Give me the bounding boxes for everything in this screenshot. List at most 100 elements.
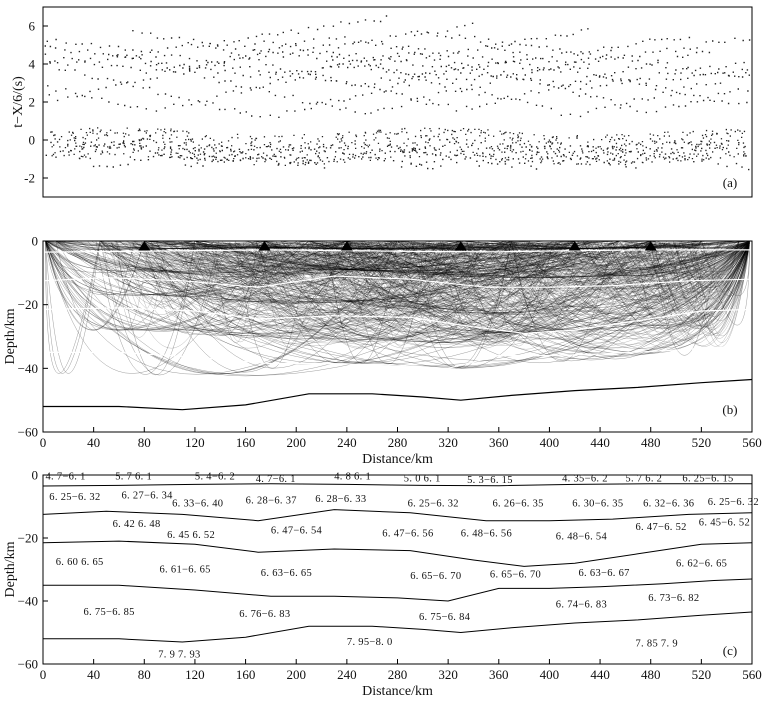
velocity-label: 6. 45 6. 52 [167, 530, 215, 541]
velocity-label: 4. 35−6. 2 [562, 473, 608, 484]
xtick-label: 440 [590, 667, 610, 682]
shot-point [644, 241, 657, 251]
xtick-label: 440 [590, 435, 610, 450]
velocity-label: 6. 65−6. 70 [490, 569, 541, 580]
velocity-label: 7. 85 7. 9 [636, 639, 678, 650]
model-interface [42, 509, 753, 522]
shot-point [340, 241, 353, 251]
panel-b-label: (b) [722, 402, 737, 417]
shot-point [138, 241, 151, 251]
xtick-label: 520 [692, 435, 712, 450]
velocity-label: 4. 7−6. 1 [46, 472, 86, 483]
velocity-label: 6. 63−6. 65 [261, 568, 312, 579]
velocity-label: 4. 7−6. 1 [256, 474, 296, 485]
ytick-label: −20 [18, 531, 38, 546]
velocity-label: 5. 7 6. 1 [115, 472, 152, 483]
ytick-label: −40 [18, 361, 38, 376]
velocity-label: 6. 75−6. 84 [419, 612, 471, 623]
xtick-label: 280 [388, 435, 408, 450]
xtick-label: 360 [489, 435, 509, 450]
velocity-label: 6. 47−6. 52 [636, 522, 687, 533]
model-interface [43, 611, 753, 643]
panel-b: 0 40 80 120 160 200 240 280 320 360 400 440 480 520 56… [3, 234, 762, 468]
xtick-label: 160 [236, 667, 256, 682]
ytick-label: 2 [29, 95, 36, 110]
panel-c-ylabel: Depth/km [3, 541, 18, 597]
xtick-label: 80 [138, 667, 151, 682]
velocity-label: 7. 95−8. 0 [347, 637, 393, 648]
velocity-label: 6. 26−6. 35 [493, 499, 544, 510]
panel-a-ylabel: t−X/6/(s) [11, 76, 26, 128]
panel-a-label: (a) [723, 175, 737, 190]
velocity-label: 6. 25−6. 32 [408, 499, 459, 510]
velocity-label: 6. 25−6. 32 [49, 492, 100, 503]
xtick-label: 0 [40, 667, 47, 682]
velocity-label: 6. 47−6. 56 [382, 528, 433, 539]
ytick-label: 0 [32, 468, 39, 483]
ytick-label: −40 [18, 594, 38, 609]
velocity-label: 6. 74−6. 83 [556, 599, 607, 610]
velocity-label: 6. 75−6. 85 [84, 607, 135, 618]
xtick-label: 320 [438, 435, 458, 450]
velocity-label: 6. 60 6. 65 [56, 557, 104, 568]
panel-c-label: (c) [723, 643, 737, 658]
ytick-label: −60 [18, 657, 38, 672]
pick-marks [44, 15, 751, 171]
velocity-label: 6. 73−6. 82 [648, 593, 699, 604]
panel-b-ticks: 0 40 80 120 160 200 240 280 320 360 400 440 480 520 56… [18, 234, 762, 451]
xtick-label: 200 [286, 667, 306, 682]
velocity-label: 6. 33−6. 40 [172, 499, 223, 510]
ytick-label: 6 [29, 19, 36, 34]
xtick-label: 360 [489, 667, 509, 682]
velocity-label: 6. 48−6. 54 [556, 532, 608, 543]
model-interface [42, 483, 752, 487]
panel-a: -2 0 2 4 6 t−X/6/(s) (a) [11, 6, 753, 198]
xtick-label: 480 [641, 667, 661, 682]
panel-b-rays [42, 240, 753, 411]
xtick-label: 120 [185, 435, 205, 450]
panel-a-yticks: -2 0 2 4 6 [24, 19, 48, 186]
model-interface [42, 540, 753, 567]
xtick-label: 480 [641, 435, 661, 450]
ray-interface [42, 275, 753, 288]
velocity-label: 6. 27−6. 34 [122, 491, 174, 502]
velocity-label: 4. 8 6. 1 [334, 472, 371, 483]
velocity-label: 5. 3−6. 15 [467, 475, 513, 486]
ytick-label: −60 [18, 425, 38, 440]
velocity-label: 6. 32−6. 36 [643, 499, 694, 510]
ytick-label: −20 [18, 297, 38, 312]
panel-b-ylabel: Depth/km [3, 308, 18, 364]
panel-c-ticks: 0 40 80 120 160 200 240 280 320 360 400 440 480 520 56… [18, 468, 762, 683]
xtick-label: 240 [337, 435, 357, 450]
velocity-label: 6. 45−6. 52 [699, 517, 750, 528]
panel-a-frame [42, 6, 753, 198]
xtick-label: 560 [742, 667, 762, 682]
ytick-label: -2 [24, 171, 35, 186]
shot-point [568, 241, 581, 251]
xtick-label: 200 [286, 435, 306, 450]
velocity-label: 7. 9 7. 93 [158, 650, 200, 661]
xtick-label: 400 [540, 435, 560, 450]
panel-c-interfaces [42, 483, 753, 643]
ray-interface [42, 249, 752, 253]
ray-interface [43, 378, 753, 411]
velocity-label: 6. 61−6. 65 [160, 565, 211, 576]
velocity-label: 6. 28−6. 37 [246, 495, 297, 506]
velocity-label: 6. 25−6. 15 [682, 473, 733, 484]
velocity-label: 6. 28−6. 33 [315, 494, 366, 505]
ytick-label: 0 [29, 133, 36, 148]
xtick-label: 320 [438, 667, 458, 682]
xtick-label: 120 [185, 667, 205, 682]
ray-interface [43, 345, 753, 369]
velocity-label: 6. 48−6. 56 [461, 528, 512, 539]
velocity-label: 6. 76−6. 83 [239, 609, 290, 620]
shot-point [258, 241, 271, 251]
velocity-label: 6. 42 6. 48 [113, 519, 161, 530]
ytick-label: 4 [29, 57, 36, 72]
panel-b-xlabel: Distance/km [362, 452, 433, 467]
xtick-label: 560 [742, 435, 762, 450]
ytick-label: 0 [32, 234, 39, 249]
xtick-label: 160 [236, 435, 256, 450]
xtick-label: 400 [540, 667, 560, 682]
